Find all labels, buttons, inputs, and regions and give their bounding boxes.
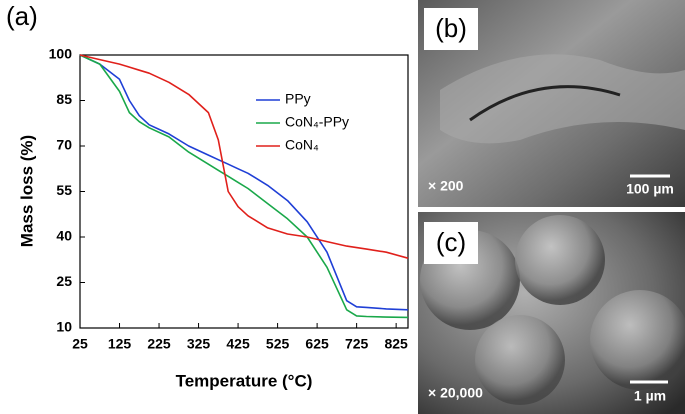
y-tick-label: 70 (56, 137, 72, 153)
y-tick-label: 85 (56, 91, 72, 107)
label-box (424, 8, 478, 50)
series-line (79, 54, 409, 319)
magnification: × 200 (428, 178, 464, 194)
texture (469, 85, 621, 122)
x-tick-label: 225 (147, 336, 171, 352)
panel-label: (a) (6, 1, 38, 31)
x-tick-label: 825 (384, 336, 408, 352)
magnification: × 20,000 (428, 385, 483, 401)
series-line (79, 54, 409, 311)
legend-label: PPy (285, 91, 311, 107)
x-tick-label: 725 (345, 336, 369, 352)
series-line (79, 54, 409, 259)
y-tick-label: 25 (56, 273, 72, 289)
y-tick-label: 100 (49, 46, 73, 62)
y-tick-label: 40 (56, 228, 72, 244)
texture (475, 315, 565, 405)
texture (590, 290, 685, 390)
y-axis-label: Mass loss (%) (17, 135, 36, 247)
legend-label: CoN₄ (285, 137, 319, 153)
y-tick-label: 10 (56, 319, 72, 335)
x-tick-label: 125 (108, 336, 132, 352)
panel-label: (c) (436, 227, 466, 257)
x-tick-label: 525 (266, 336, 290, 352)
x-tick-label: 625 (305, 336, 329, 352)
x-tick-label: 25 (72, 336, 88, 352)
scale-text: 1 µm (634, 388, 666, 404)
plot-frame (79, 54, 409, 329)
texture (515, 215, 605, 305)
x-axis-label: Temperature (°C) (176, 371, 313, 390)
x-tick-label: 325 (187, 336, 211, 352)
x-tick-label: 425 (226, 336, 250, 352)
y-tick-label: 55 (56, 182, 72, 198)
texture (440, 54, 685, 144)
legend-label: CoN₄-PPy (285, 114, 349, 130)
scale-text: 100 µm (626, 181, 674, 197)
label-box (424, 222, 478, 264)
panel-label: (b) (435, 13, 467, 43)
